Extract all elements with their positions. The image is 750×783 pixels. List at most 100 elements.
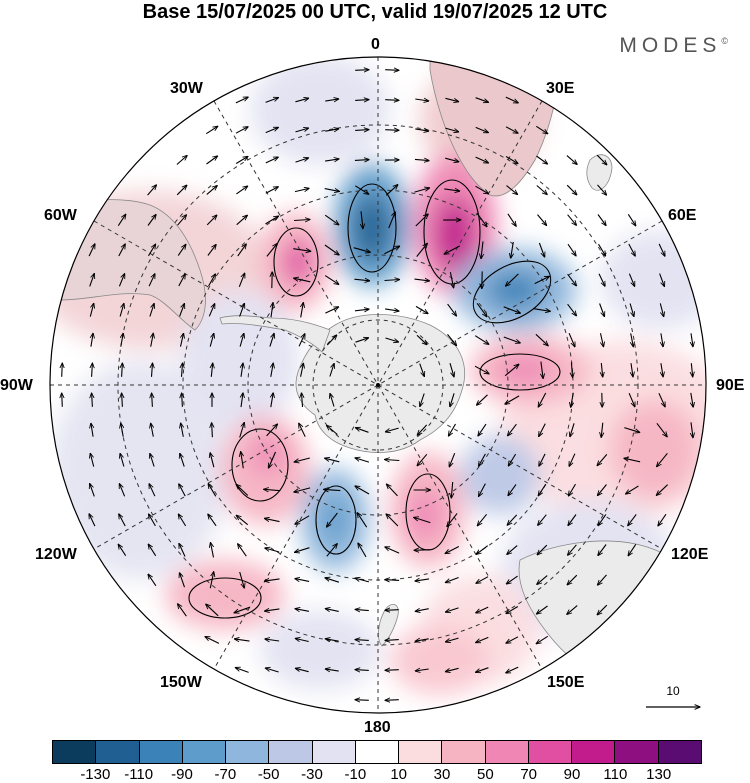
- wind-vector: [301, 363, 304, 377]
- wind-vector: [597, 184, 607, 195]
- new-zealand: [378, 603, 399, 647]
- wind-vector: [235, 157, 248, 164]
- wind-vector: [536, 185, 547, 195]
- wind-vector: [415, 609, 429, 612]
- wind-vector: [533, 309, 550, 312]
- wind-vector: [209, 572, 213, 589]
- wind-vector: [241, 393, 243, 408]
- colorbar-tick-label: -30: [301, 766, 323, 783]
- wind-vector: [536, 155, 548, 164]
- wind-vector: [598, 514, 607, 525]
- wind-vector: [385, 547, 400, 554]
- wind-vector: [269, 451, 277, 468]
- wind-vector: [148, 574, 157, 587]
- colorbar-swatch: [139, 741, 183, 763]
- wind-vector: [597, 604, 608, 615]
- wind-vector: [356, 428, 369, 433]
- map-title: Base 15/07/2025 00 UTC, valid 19/07/2025…: [142, 1, 608, 23]
- wind-vector: [295, 515, 310, 524]
- wind-vector: [357, 513, 368, 528]
- wind-vector: [570, 423, 575, 436]
- wind-vector: [446, 607, 459, 612]
- wind-vector: [597, 214, 606, 226]
- wind-vector: [385, 700, 399, 701]
- longitude-label-120w: 120W: [35, 546, 77, 563]
- wind-vector: [415, 99, 428, 101]
- wind-vector: [88, 244, 95, 257]
- colorbar-tick-label: 130: [646, 766, 672, 783]
- wind-vector: [538, 514, 547, 526]
- wind-vector: [661, 333, 663, 346]
- wind-vector: [477, 513, 488, 525]
- wind-vector: [599, 303, 605, 317]
- wind-vector: [265, 127, 279, 134]
- wind-vector: [354, 309, 369, 311]
- wind-vector: [325, 129, 338, 131]
- wind-vector: [537, 605, 548, 614]
- wind-vector: [567, 273, 577, 286]
- wind-vector: [414, 279, 430, 281]
- wind-vector: [241, 363, 243, 377]
- wind-vector: [566, 155, 577, 165]
- wind-vector: [326, 544, 337, 557]
- wind-vector: [658, 392, 665, 407]
- colorbar-swatch: [96, 741, 140, 763]
- wind-vector: [385, 427, 399, 432]
- wind-vector: [475, 126, 489, 132]
- wind-vector: [118, 244, 125, 257]
- wind-vector: [325, 578, 340, 583]
- longitude-label-30e: 30E: [546, 80, 575, 97]
- wind-vector: [179, 484, 186, 497]
- wind-vector: [271, 393, 273, 408]
- wind-vector: [121, 423, 123, 437]
- wind-vector: [121, 333, 123, 347]
- colorbar-tick-label: 10: [390, 766, 407, 783]
- wind-vector: [385, 610, 399, 611]
- wind-vector: [152, 393, 153, 407]
- wind-vector: [446, 637, 459, 642]
- wind-vector: [567, 303, 577, 316]
- wind-vector: [568, 332, 575, 347]
- wind-vector: [152, 363, 153, 377]
- wind-vector: [176, 156, 187, 165]
- longitude-label-60e: 60E: [668, 207, 697, 224]
- wind-vector: [122, 363, 123, 377]
- wind-vector: [414, 550, 430, 551]
- longitude-label-180: 180: [364, 719, 391, 736]
- colorbar-swatch: [399, 741, 443, 763]
- wind-vector: [236, 485, 249, 496]
- wind-vector: [415, 639, 429, 641]
- wind-vector: [659, 273, 665, 287]
- colorbar-swatch: [442, 741, 486, 763]
- wind-vector: [450, 393, 455, 406]
- wind-vector: [355, 130, 369, 131]
- wind-vector: [264, 489, 281, 490]
- wind-vector: [179, 304, 185, 317]
- wind-vector: [506, 185, 518, 195]
- wind-vector: [355, 609, 369, 610]
- wind-vector: [325, 639, 339, 641]
- wind-vector: [235, 97, 248, 104]
- colorbar-tick-label: -90: [171, 766, 193, 783]
- wind-vector: [656, 484, 668, 496]
- wind-vector: [415, 669, 429, 671]
- wind-vector: [330, 394, 335, 407]
- wind-vector: [476, 545, 489, 555]
- longitude-label-150w: 150W: [160, 674, 202, 691]
- wind-vector: [355, 185, 368, 194]
- wind-vector: [148, 274, 155, 287]
- wind-vector: [541, 361, 543, 379]
- wind-vector: [149, 304, 154, 317]
- wind-vector: [208, 484, 217, 497]
- wind-vector: [208, 274, 216, 287]
- wind-vector: [536, 125, 547, 133]
- wind-vector: [537, 214, 547, 226]
- longitude-label-150e: 150E: [547, 674, 585, 691]
- wind-vector: [474, 365, 489, 374]
- wind-vector: [62, 393, 63, 407]
- wind-vector: [239, 423, 245, 438]
- wind-vector: [355, 100, 369, 101]
- wind-vector: [385, 580, 400, 581]
- wind-vector: [631, 333, 634, 346]
- wind-vector: [265, 157, 278, 164]
